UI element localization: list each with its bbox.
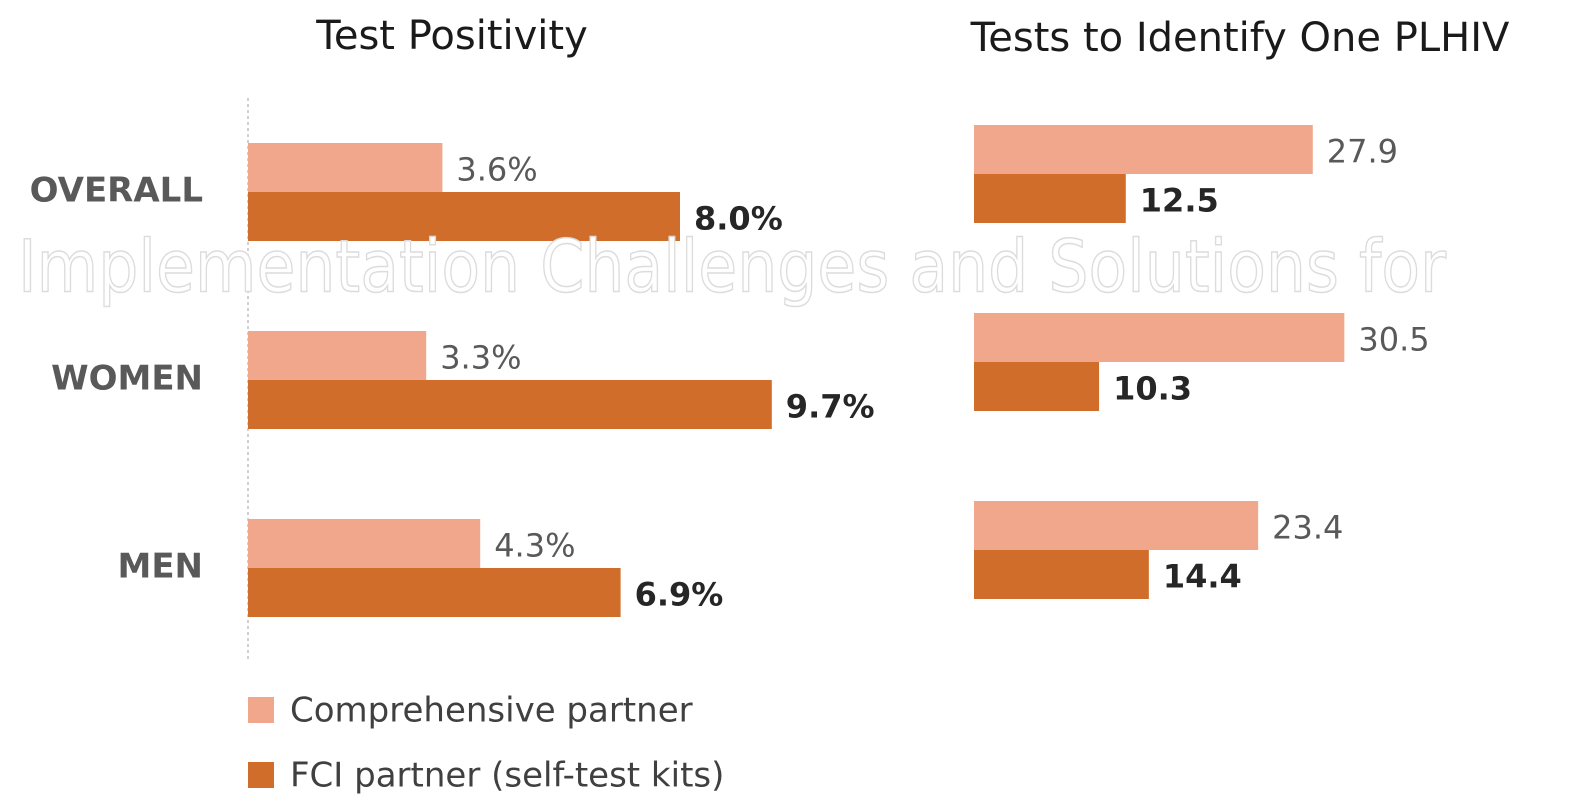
bar (974, 174, 1126, 223)
data-label: 3.3% (440, 339, 521, 377)
data-label: 8.0% (694, 200, 783, 238)
category-label: MEN (117, 547, 203, 587)
bar (974, 362, 1100, 411)
bar (248, 192, 680, 241)
category-label: OVERALL (30, 171, 203, 211)
bar (974, 550, 1149, 599)
chart-title: Tests to Identify One PLHIV (970, 15, 1510, 61)
legend-label: FCI partner (self-test kits) (290, 756, 724, 796)
bar (248, 519, 481, 568)
watermark: Implementation Challenges and Solutions … (18, 225, 1446, 309)
data-label: 14.4 (1163, 558, 1242, 596)
data-label: 27.9 (1327, 133, 1398, 171)
data-label: 4.3% (494, 527, 575, 565)
data-label: 12.5 (1140, 182, 1219, 220)
data-label: 30.5 (1358, 321, 1429, 359)
data-label: 10.3 (1113, 370, 1192, 408)
data-label: 23.4 (1272, 509, 1343, 547)
bar (248, 380, 772, 429)
bar (248, 143, 443, 192)
data-label: 6.9% (635, 576, 724, 614)
bar (974, 501, 1259, 550)
bar (974, 125, 1313, 174)
legend-label: Comprehensive partner (290, 691, 693, 731)
bar (248, 331, 427, 380)
legend-swatch (248, 697, 274, 723)
legend-swatch (248, 762, 274, 788)
data-label: 3.6% (456, 151, 537, 189)
data-label: 9.7% (786, 388, 875, 426)
chart-title: Test Positivity (315, 13, 588, 59)
category-label: WOMEN (51, 359, 203, 399)
bar (248, 568, 621, 617)
bar (974, 313, 1345, 362)
